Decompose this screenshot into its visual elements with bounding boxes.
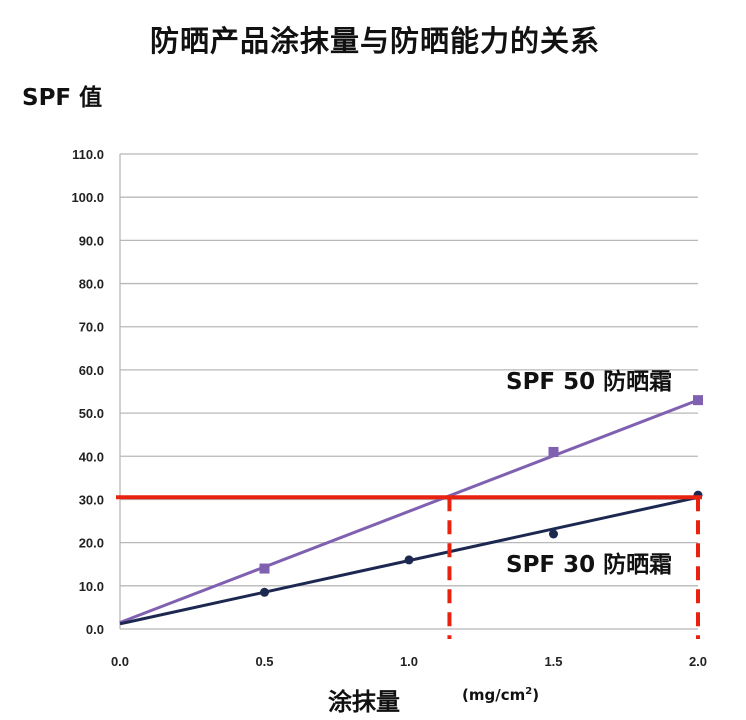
y-tick-label: 0.0 [86, 622, 104, 637]
x-tick-label: 1.0 [400, 654, 418, 669]
data-point-spf50 [259, 563, 270, 574]
x-tick-label: 1.5 [544, 654, 562, 669]
x-axis-unit-main: (mg/cm [462, 686, 526, 704]
y-tick-label: 20.0 [79, 536, 104, 551]
series-line-spf50 [119, 398, 699, 624]
y-tick-label: 80.0 [79, 277, 104, 292]
x-axis-label: 涂抹量 [328, 688, 400, 716]
data-point-spf50 [693, 395, 703, 406]
y-tick-label: 110.0 [72, 147, 104, 162]
y-axis-label: SPF 值 [22, 85, 103, 111]
data-point-spf30 [404, 555, 414, 565]
x-axis-unit-close: ) [532, 686, 540, 704]
y-tick-label: 60.0 [79, 363, 104, 378]
series-label-spf50: SPF 50 防晒霜 [506, 369, 673, 395]
y-tick-label: 70.0 [79, 320, 104, 335]
x-axis-unit-superscript: 2 [525, 686, 533, 697]
x-tick-label: 0.0 [111, 654, 129, 669]
y-tick-label: 90.0 [79, 233, 104, 248]
data-point-spf30 [260, 587, 269, 597]
y-tick-label: 10.0 [79, 579, 104, 594]
y-tick-label: 40.0 [79, 449, 104, 464]
x-axis-unit: (mg/cm2) [462, 686, 539, 704]
x-tick-label: 0.5 [255, 654, 273, 669]
y-tick-label: 30.0 [79, 492, 104, 507]
y-tick-label: 50.0 [79, 406, 104, 421]
x-tick-label: 2.0 [689, 654, 707, 669]
y-tick-label: 100.0 [71, 190, 104, 205]
series-label-spf30: SPF 30 防晒霜 [506, 552, 673, 578]
data-point-spf30 [549, 529, 558, 539]
chart-title: 防晒产品涂抹量与防晒能力的关系 [150, 24, 601, 58]
data-point-spf50 [548, 446, 559, 457]
